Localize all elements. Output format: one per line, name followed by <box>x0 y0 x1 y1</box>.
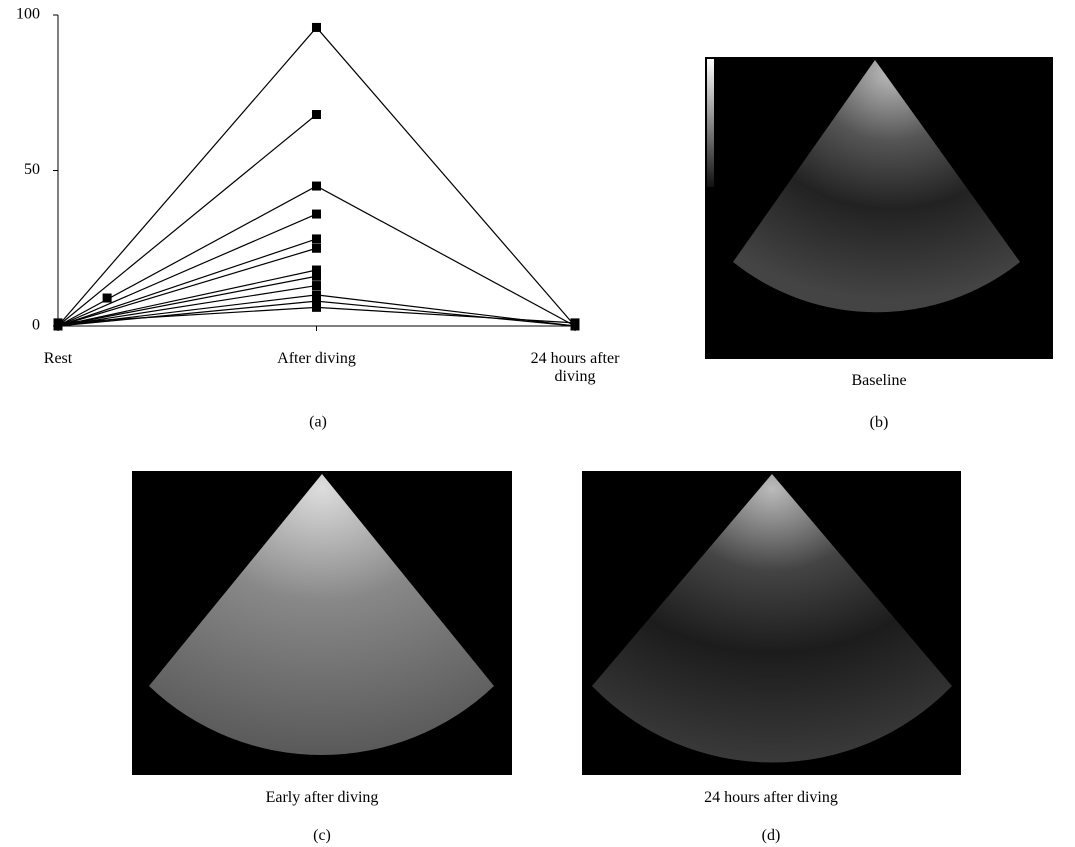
series-line <box>57 269 317 327</box>
point <box>312 209 321 219</box>
series-line <box>57 238 317 327</box>
image-content <box>707 59 1020 313</box>
image-content <box>592 474 952 763</box>
chart: (a) 0 50 100 <box>16 6 580 431</box>
panel-label: (b) <box>869 414 889 431</box>
ultrasound-image <box>132 471 512 775</box>
x-tick-label: Rest <box>43 350 73 367</box>
point <box>312 243 321 253</box>
point <box>312 271 321 281</box>
series-line <box>57 275 317 327</box>
point <box>312 110 321 120</box>
ultrasound-image <box>582 471 961 775</box>
point <box>570 318 580 328</box>
y-tick-label: 0 <box>32 317 40 334</box>
point <box>312 265 321 275</box>
point <box>53 318 63 328</box>
x-tick-label: After diving <box>277 350 356 367</box>
point <box>312 281 321 291</box>
image-content <box>149 474 494 756</box>
point <box>312 296 321 306</box>
series-line <box>57 114 317 327</box>
point <box>312 22 321 32</box>
ultrasound-image <box>705 57 1053 359</box>
x-tick-label: 24 hours after diving <box>530 350 620 385</box>
y-tick-label: 50 <box>24 161 40 178</box>
series-line <box>57 213 317 327</box>
caption: Baseline <box>851 372 907 389</box>
point <box>312 181 321 191</box>
panel-label: (d) <box>761 827 781 844</box>
point <box>312 290 321 300</box>
caption: Early after diving <box>265 789 379 806</box>
panel-label: (a) <box>309 414 327 431</box>
panel-label: (c) <box>313 827 331 844</box>
point <box>312 302 321 312</box>
y-tick-label: 100 <box>16 6 40 23</box>
caption: 24 hours after diving <box>704 789 838 806</box>
series-line <box>57 284 317 327</box>
point <box>102 293 112 303</box>
series-line <box>57 247 317 327</box>
point <box>312 234 321 244</box>
